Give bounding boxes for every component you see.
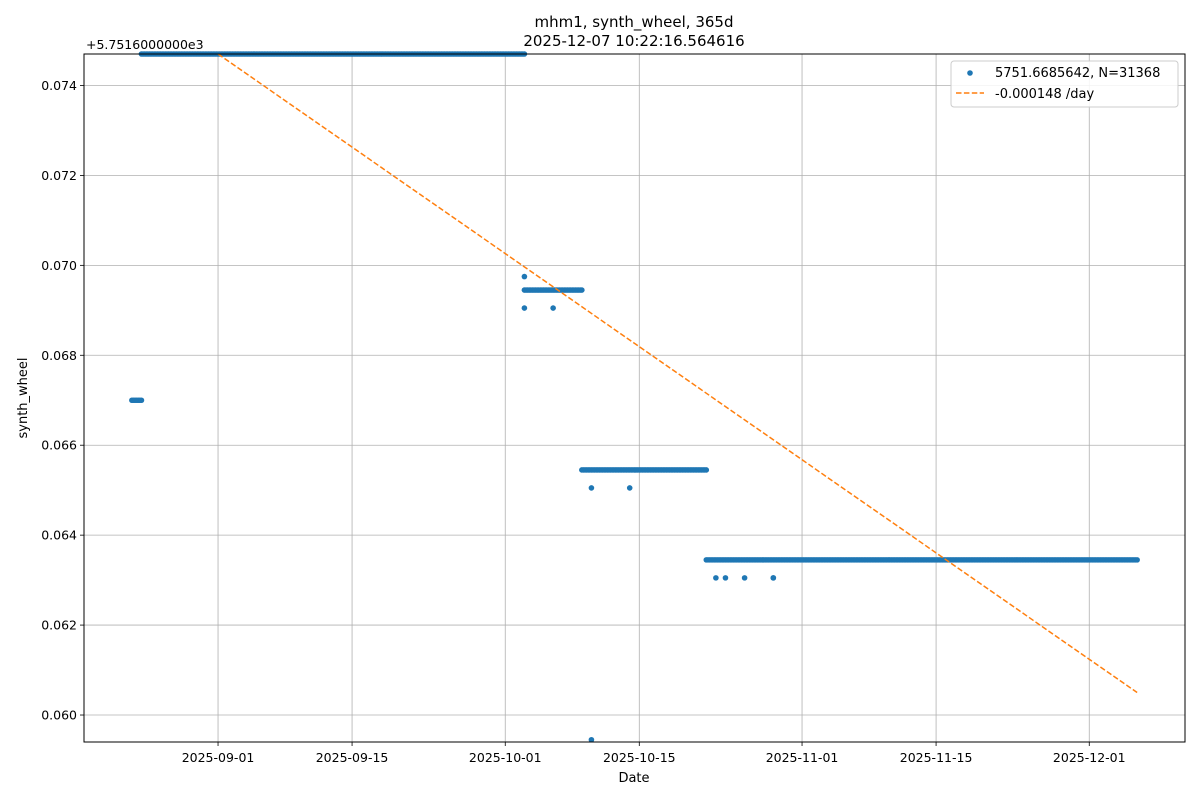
y-tick-label: 0.066 <box>41 438 77 453</box>
x-axis-label: Date <box>618 771 649 786</box>
trend-line <box>217 53 1138 694</box>
grid-lines <box>84 54 1185 742</box>
x-tick-label: 2025-11-15 <box>900 750 973 765</box>
y-tick-label: 0.070 <box>41 258 77 273</box>
scatter-point <box>626 485 633 491</box>
y-tick-label: 0.062 <box>41 618 77 633</box>
scatter-point <box>713 575 719 581</box>
scatter-point <box>521 305 528 311</box>
scatter-point <box>770 575 777 581</box>
plot-frame <box>83 53 1186 743</box>
scatter-run <box>521 287 585 293</box>
y-tick-label: 0.074 <box>41 78 77 93</box>
x-tick-label: 2025-12-01 <box>1053 750 1126 765</box>
y-tick-label: 0.064 <box>41 528 77 543</box>
scatter-point <box>703 467 710 473</box>
scatter-point <box>550 305 556 311</box>
scatter-run <box>579 467 710 473</box>
scatter-point <box>521 273 528 280</box>
x-tick-label: 2025-10-15 <box>603 750 676 765</box>
legend-label-scatter: 5751.6685642, N=31368 <box>995 66 1160 81</box>
scatter-point <box>138 397 145 404</box>
scatter-point <box>579 287 585 293</box>
x-tick-label: 2025-10-01 <box>469 750 542 765</box>
legend-label-trend: -0.000148 /day <box>995 87 1094 102</box>
legend: 5751.6685642, N=31368 -0.000148 /day <box>950 60 1179 108</box>
y-axis-ticks: 0.060 0.062 0.064 0.066 0.068 0.070 0.072 0.074 <box>41 78 84 723</box>
y-tick-label: 0.060 <box>41 708 77 723</box>
scatter-point <box>741 575 748 581</box>
chart-subtitle: 2025-12-07 10:22:16.564616 <box>523 32 744 50</box>
legend-box <box>950 60 1179 108</box>
scatter-run <box>703 557 1140 563</box>
chart-title: mhm1, synth_wheel, 365d <box>535 13 734 32</box>
x-tick-label: 2025-09-01 <box>182 750 255 765</box>
scatter-point <box>588 485 595 491</box>
x-axis-ticks: 2025-09-01 2025-09-15 2025-10-01 2025-10-15… <box>182 742 1126 765</box>
scatter-point <box>722 575 729 581</box>
scatter-run <box>129 397 145 404</box>
scatter-point <box>1134 557 1140 563</box>
legend-marker-scatter <box>967 70 973 76</box>
scatter-point <box>588 736 595 743</box>
y-tick-label: 0.072 <box>41 168 77 183</box>
y-offset-label: +5.7516000000e3 <box>86 37 204 52</box>
y-tick-label: 0.068 <box>41 348 77 363</box>
x-tick-label: 2025-09-15 <box>316 750 389 765</box>
x-tick-label: 2025-11-01 <box>766 750 839 765</box>
y-axis-label: synth_wheel <box>16 357 31 438</box>
